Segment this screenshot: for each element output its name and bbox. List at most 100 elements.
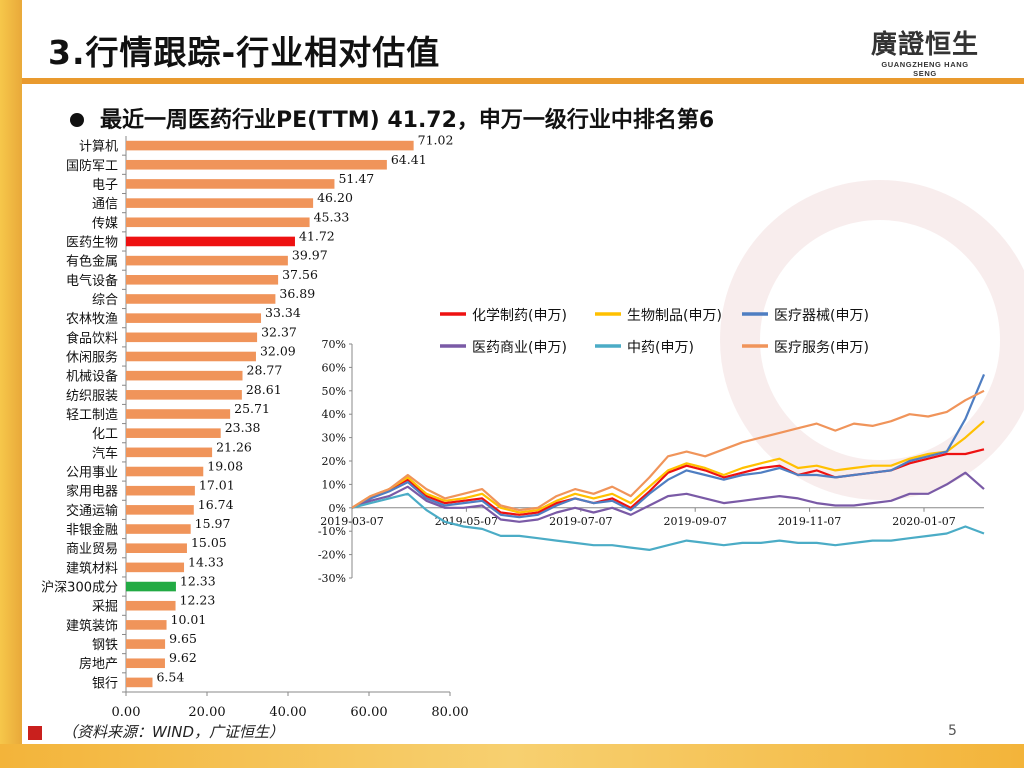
bar-value-label: 28.61 — [246, 382, 282, 397]
bar-category-label: 机械设备 — [66, 369, 118, 385]
bar-category-label: 休闲服务 — [66, 349, 118, 365]
bar — [126, 294, 276, 304]
bar — [126, 447, 213, 458]
left-accent-stripe — [0, 0, 22, 748]
bar-x-tick-label: 20.00 — [188, 705, 225, 720]
logo-chinese-text: 廣證恒生 — [870, 30, 979, 60]
bar-category-label: 综合 — [92, 293, 118, 308]
bar-category-label: 电子 — [92, 178, 118, 193]
bar-value-label: 71.02 — [418, 133, 454, 148]
bar-category-label: 纺织服装 — [66, 389, 118, 404]
bar-value-label: 19.08 — [207, 459, 243, 474]
series-line — [351, 492, 985, 552]
line-y-tick-label: -10% — [318, 525, 346, 538]
bar — [126, 639, 166, 649]
legend-label: 医疗服务(申万) — [774, 340, 869, 356]
bar-value-label: 39.97 — [292, 248, 328, 263]
bar-x-tick-label: 80.00 — [431, 705, 468, 720]
bar — [126, 600, 176, 611]
legend-label: 生物制品(申万) — [627, 308, 722, 324]
bar-value-label: 32.09 — [260, 343, 296, 358]
bar — [126, 543, 187, 553]
line-y-tick-label: -30% — [318, 572, 346, 585]
bar-category-label: 传媒 — [92, 216, 118, 231]
bar — [126, 275, 279, 285]
bar-x-tick-label: 40.00 — [269, 705, 306, 720]
bar-value-label: 6.54 — [156, 669, 184, 684]
bar — [126, 255, 288, 266]
line-y-tick-label: 30% — [322, 432, 346, 445]
legend-label: 医药商业(申万) — [472, 340, 567, 356]
bar-value-label: 64.41 — [391, 152, 427, 167]
bar-value-label: 28.77 — [247, 363, 283, 378]
bullet-icon — [70, 113, 84, 127]
bar-value-label: 9.65 — [169, 631, 197, 646]
bar-category-label: 公用事业 — [66, 466, 118, 481]
bar — [126, 505, 194, 515]
bar — [126, 485, 195, 496]
line-y-tick-label: -20% — [318, 549, 346, 562]
bar — [126, 390, 242, 400]
bar-value-label: 15.05 — [191, 535, 227, 550]
bar-category-label: 计算机 — [79, 140, 118, 155]
bar-value-label: 12.23 — [180, 593, 216, 608]
line-y-tick-label: 40% — [322, 408, 346, 421]
bar-category-label: 交通运输 — [66, 503, 118, 519]
bar — [126, 620, 167, 630]
bar-category-label: 通信 — [92, 197, 118, 212]
bar-value-label: 14.33 — [188, 554, 224, 569]
bar-category-label: 化工 — [92, 427, 118, 442]
line-x-tick-label: 2019-05-07 — [435, 515, 498, 528]
bar-category-label: 采掘 — [92, 600, 118, 615]
bar-value-label: 32.37 — [261, 324, 297, 339]
line-y-tick-label: 50% — [322, 385, 346, 398]
bar-x-tick-label: 60.00 — [350, 705, 387, 720]
bottom-accent-stripe — [0, 744, 1024, 768]
bar-category-label: 银行 — [92, 676, 118, 691]
bar-value-label: 17.01 — [199, 478, 235, 493]
bar-category-label: 钢铁 — [92, 638, 118, 653]
title-underline — [22, 78, 1024, 84]
bar-category-label: 建筑材料 — [66, 560, 118, 576]
bar-x-tick-label: 0.00 — [112, 705, 141, 720]
company-logo: 廣證恒生 GUANGZHENG HANG SENG — [870, 30, 980, 78]
line-x-tick-label: 2019-11-07 — [778, 515, 841, 528]
bar — [126, 351, 256, 362]
bar-value-label: 25.71 — [234, 401, 270, 416]
bar-category-label: 医药生物 — [66, 235, 118, 250]
line-y-tick-label: 10% — [322, 478, 346, 491]
bar-category-label: 汽车 — [92, 445, 118, 461]
bar-value-label: 51.47 — [338, 171, 374, 186]
page-number: 5 — [948, 723, 957, 739]
legend-label: 化学制药(申万) — [472, 308, 567, 324]
bar — [126, 409, 231, 419]
bar-value-label: 41.72 — [299, 228, 335, 243]
bar-category-label: 国防军工 — [66, 158, 118, 174]
bar-value-label: 12.33 — [180, 574, 216, 589]
bar-category-label: 轻工制造 — [66, 408, 118, 423]
bar — [126, 217, 310, 228]
bar — [126, 179, 335, 189]
line-x-tick-label: 2019-07-07 — [549, 515, 612, 528]
bar-category-label: 电气设备 — [66, 273, 118, 289]
line-x-tick-label: 2020-01-07 — [892, 515, 955, 528]
line-x-tick-label: 2019-09-07 — [663, 515, 726, 528]
series-line — [351, 420, 985, 514]
bar — [126, 236, 295, 247]
bar — [126, 332, 258, 343]
legend-label: 中药(申万) — [627, 340, 694, 356]
bar-value-label: 46.20 — [317, 190, 353, 205]
line-y-tick-label: 70% — [322, 338, 346, 351]
line-x-tick-label: 2019-03-07 — [320, 515, 383, 528]
bar-category-label: 沪深300成分 — [41, 580, 118, 596]
legend-label: 医疗器械(申万) — [774, 308, 869, 324]
series-line — [351, 373, 986, 519]
series-line — [351, 389, 985, 512]
bar-value-label: 10.01 — [171, 612, 207, 627]
bar-value-label: 33.34 — [265, 305, 301, 320]
bar-value-label: 37.56 — [282, 267, 318, 282]
bar — [126, 658, 165, 669]
